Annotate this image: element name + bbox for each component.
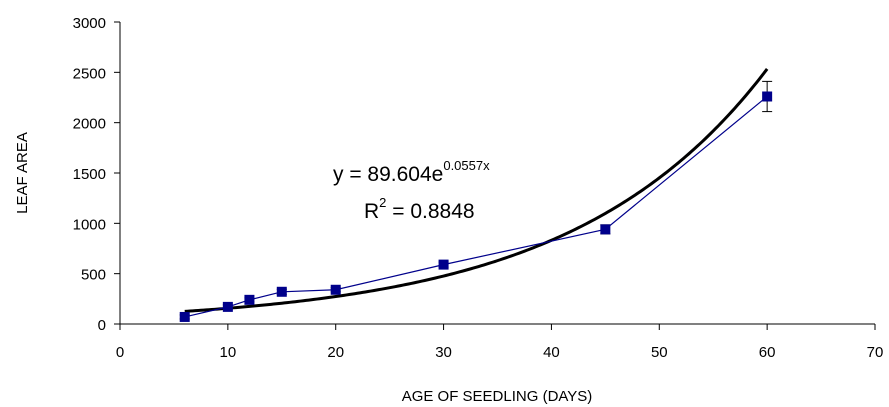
x-tick-label: 10	[220, 344, 237, 361]
y-tick-label: 1000	[73, 216, 106, 233]
x-tick-label: 40	[543, 344, 560, 361]
data-point	[276, 286, 287, 297]
svg-text:R2 = 0.8848: R2 = 0.8848	[364, 195, 475, 223]
trendline-equation: y = 89.604e0.0557x	[333, 158, 490, 186]
x-tick-label: 60	[759, 344, 776, 361]
data-point	[179, 311, 190, 322]
x-tick-label: 20	[327, 344, 344, 361]
x-axis-title: AGE OF SEEDLING (DAYS)	[402, 388, 593, 405]
x-tick-label: 50	[651, 344, 668, 361]
data-point	[330, 284, 341, 295]
r-squared-label: R2 = 0.8848	[364, 195, 475, 223]
trendline-curve	[184, 68, 769, 313]
svg-text:y = 89.604e0.0557x: y = 89.604e0.0557x	[333, 158, 490, 186]
series-leaf-area	[179, 80, 773, 322]
y-tick-label: 1500	[73, 166, 106, 183]
x-tick-labels: 0 10 20 30 40 50 60 70	[116, 344, 884, 361]
axes	[114, 21, 876, 330]
y-axis-title: LEAF AREA	[14, 132, 31, 214]
y-tick-labels: 0 500 1000 1500 2000 2500 3000	[73, 15, 106, 334]
equation-exponent: 0.0557x	[443, 158, 490, 173]
equation-text: y = 89.604e	[333, 163, 443, 186]
r2-value: = 0.8848	[386, 200, 474, 223]
y-tick-label: 2500	[73, 65, 106, 82]
y-tick-label: 500	[81, 267, 106, 284]
y-tick-label: 2000	[73, 116, 106, 133]
trendline	[184, 68, 769, 313]
data-point	[600, 224, 611, 235]
data-point	[222, 301, 233, 312]
x-tick-label: 0	[116, 344, 124, 361]
y-tick-label: 3000	[73, 15, 106, 32]
data-point	[438, 259, 449, 270]
data-point	[762, 91, 773, 102]
data-point	[244, 294, 255, 305]
r2-superscript: 2	[379, 195, 386, 210]
x-tick-label: 70	[867, 344, 884, 361]
x-tick-label: 30	[435, 344, 452, 361]
series-line	[184, 96, 768, 318]
r2-label: R	[364, 200, 379, 223]
y-tick-label: 0	[98, 317, 106, 334]
